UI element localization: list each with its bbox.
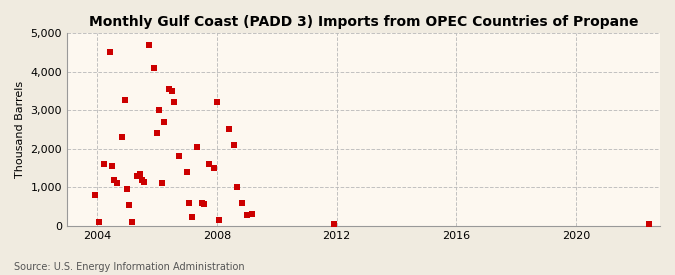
Point [134, 172, 145, 176]
Point [199, 201, 210, 206]
Point [159, 120, 170, 124]
Point [242, 213, 252, 218]
Text: Source: U.S. Energy Information Administration: Source: U.S. Energy Information Administ… [14, 262, 244, 272]
Point [89, 193, 100, 197]
Point [107, 164, 117, 168]
Point [111, 181, 122, 186]
Point [204, 162, 215, 166]
Point [136, 177, 147, 182]
Point [167, 89, 178, 93]
Y-axis label: Thousand Barrels: Thousand Barrels [15, 81, 25, 178]
Point [169, 100, 180, 104]
Point [184, 200, 194, 205]
Point [124, 202, 135, 207]
Title: Monthly Gulf Coast (PADD 3) Imports from OPEC Countries of Propane: Monthly Gulf Coast (PADD 3) Imports from… [89, 15, 639, 29]
Point [164, 87, 175, 91]
Point [236, 200, 247, 205]
Point [139, 179, 150, 184]
Point [246, 212, 257, 216]
Point [117, 135, 128, 139]
Point [151, 131, 162, 136]
Point [174, 154, 185, 159]
Point [149, 65, 160, 70]
Point [182, 170, 192, 174]
Point [232, 185, 242, 189]
Point [94, 220, 105, 224]
Point [144, 42, 155, 47]
Point [196, 200, 207, 205]
Point [643, 222, 654, 226]
Point [191, 145, 202, 149]
Point [104, 50, 115, 54]
Point [132, 174, 142, 178]
Point [209, 166, 220, 170]
Point [211, 100, 222, 104]
Point [154, 108, 165, 112]
Point [224, 127, 235, 132]
Point [119, 98, 130, 103]
Point [329, 222, 340, 226]
Point [229, 143, 240, 147]
Point [127, 220, 138, 224]
Point [122, 187, 132, 191]
Point [214, 218, 225, 222]
Point [186, 215, 197, 220]
Point [157, 181, 167, 186]
Point [99, 162, 110, 166]
Point [109, 177, 119, 182]
